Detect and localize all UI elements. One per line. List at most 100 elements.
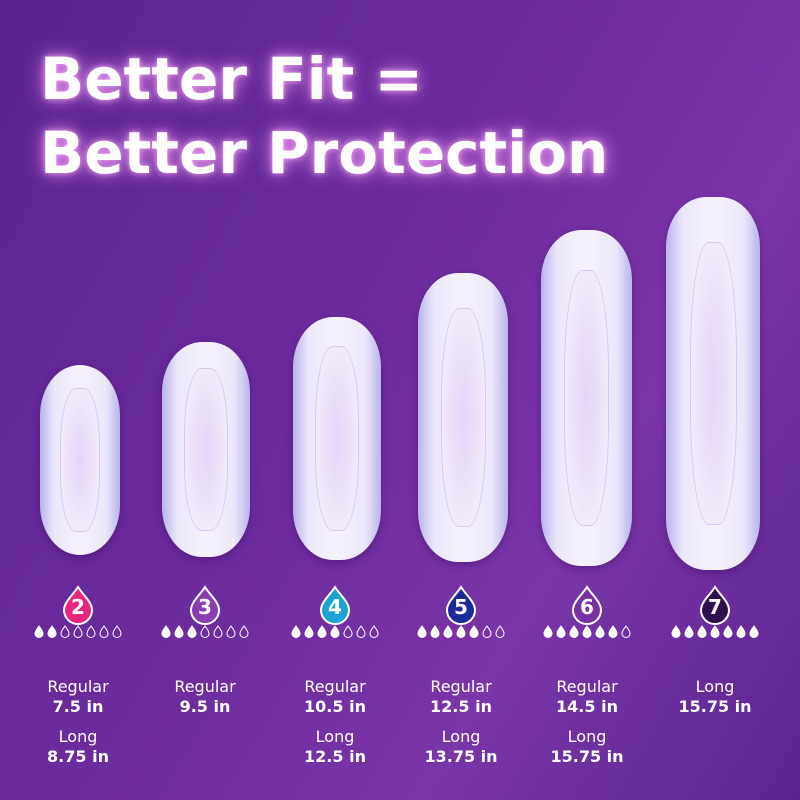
drop-filled-icon <box>684 625 694 638</box>
drop-empty-icon <box>482 625 492 638</box>
drop-empty-icon <box>356 625 366 638</box>
drop-empty-icon <box>226 625 236 638</box>
absorbency-drops <box>532 625 642 638</box>
drop-empty-icon <box>60 625 70 638</box>
absorbency-level: 7 <box>708 595 722 619</box>
headline-line-1: Better Fit = <box>40 45 424 113</box>
absorbency-drops <box>150 625 260 638</box>
drop-empty-icon <box>200 625 210 638</box>
drop-badge-icon <box>699 585 731 625</box>
size-label: Regular <box>47 677 109 696</box>
size-length: 15.75 in <box>678 697 752 716</box>
size-spec: Regular 10.5 in Long 12.5 in <box>280 677 390 767</box>
size-length: 14.5 in <box>556 697 618 716</box>
size-label: Regular <box>430 677 492 696</box>
drop-empty-icon <box>112 625 122 638</box>
absorbency-badge: 2 <box>61 585 95 625</box>
absorbency-drops <box>406 625 516 638</box>
drop-badge-icon <box>319 585 351 625</box>
drop-badge-icon <box>445 585 477 625</box>
size-label: Long <box>567 727 607 746</box>
drop-filled-icon <box>671 625 681 638</box>
drop-filled-icon <box>556 625 566 638</box>
absorbency-drops <box>280 625 390 638</box>
drop-empty-icon <box>369 625 379 638</box>
pad-image-level-3 <box>162 342 250 557</box>
size-label: Regular <box>174 677 236 696</box>
drop-filled-icon <box>543 625 553 638</box>
drop-filled-icon <box>469 625 479 638</box>
drop-filled-icon <box>595 625 605 638</box>
size-label: Regular <box>304 677 366 696</box>
size-label: Long <box>441 727 481 746</box>
pad-image-level-4 <box>293 317 381 560</box>
headline-line-2: Better Protection <box>40 119 609 187</box>
drop-filled-icon <box>47 625 57 638</box>
drop-filled-icon <box>710 625 720 638</box>
absorbency-drops <box>660 625 770 638</box>
absorbency-badge: 3 <box>188 585 222 625</box>
size-spec: Regular 12.5 in Long 13.75 in <box>406 677 516 767</box>
size-spec: Regular 9.5 in <box>150 677 260 717</box>
size-length: 12.5 in <box>304 747 366 766</box>
drop-filled-icon <box>174 625 184 638</box>
size-spec: Long 15.75 in <box>660 677 770 717</box>
size-spec: Regular 7.5 in Long 8.75 in <box>23 677 133 767</box>
drop-empty-icon <box>99 625 109 638</box>
size-length: 13.75 in <box>424 747 498 766</box>
drop-filled-icon <box>582 625 592 638</box>
drop-filled-icon <box>34 625 44 638</box>
drop-filled-icon <box>608 625 618 638</box>
size-length: 8.75 in <box>47 747 109 766</box>
size-spec: Regular 14.5 in Long 15.75 in <box>532 677 642 767</box>
drop-filled-icon <box>569 625 579 638</box>
drop-badge-icon <box>571 585 603 625</box>
drop-badge-icon <box>189 585 221 625</box>
drop-filled-icon <box>417 625 427 638</box>
absorbency-level: 5 <box>454 595 468 619</box>
size-label: Long <box>315 727 355 746</box>
drop-empty-icon <box>86 625 96 638</box>
drop-empty-icon <box>213 625 223 638</box>
size-length: 12.5 in <box>430 697 492 716</box>
size-length: 10.5 in <box>304 697 366 716</box>
absorbency-level: 2 <box>71 595 85 619</box>
absorbency-level: 3 <box>198 595 212 619</box>
drop-filled-icon <box>317 625 327 638</box>
drop-empty-icon <box>343 625 353 638</box>
drop-filled-icon <box>330 625 340 638</box>
absorbency-level: 4 <box>328 595 342 619</box>
drop-filled-icon <box>161 625 171 638</box>
size-length: 9.5 in <box>179 697 231 716</box>
headline: Better Fit = Better Protection <box>40 42 608 190</box>
drop-empty-icon <box>73 625 83 638</box>
pad-image-level-2 <box>40 365 120 555</box>
absorbency-badge: 6 <box>570 585 604 625</box>
size-length: 15.75 in <box>550 747 624 766</box>
absorbency-badge: 4 <box>318 585 352 625</box>
pad-image-level-6 <box>541 230 632 566</box>
size-label: Long <box>695 677 735 696</box>
drop-filled-icon <box>443 625 453 638</box>
drop-filled-icon <box>456 625 466 638</box>
pad-image-level-7 <box>666 197 760 570</box>
absorbency-level: 6 <box>580 595 594 619</box>
drop-filled-icon <box>749 625 759 638</box>
drop-empty-icon <box>621 625 631 638</box>
drop-badge-icon <box>62 585 94 625</box>
drop-filled-icon <box>723 625 733 638</box>
pad-image-level-5 <box>418 273 508 562</box>
absorbency-drops <box>23 625 133 638</box>
size-label: Long <box>58 727 98 746</box>
drop-filled-icon <box>304 625 314 638</box>
drop-filled-icon <box>187 625 197 638</box>
drop-empty-icon <box>495 625 505 638</box>
drop-filled-icon <box>430 625 440 638</box>
drop-filled-icon <box>697 625 707 638</box>
size-label: Regular <box>556 677 618 696</box>
drop-filled-icon <box>736 625 746 638</box>
size-length: 7.5 in <box>52 697 104 716</box>
drop-filled-icon <box>291 625 301 638</box>
absorbency-badge: 7 <box>698 585 732 625</box>
drop-empty-icon <box>239 625 249 638</box>
